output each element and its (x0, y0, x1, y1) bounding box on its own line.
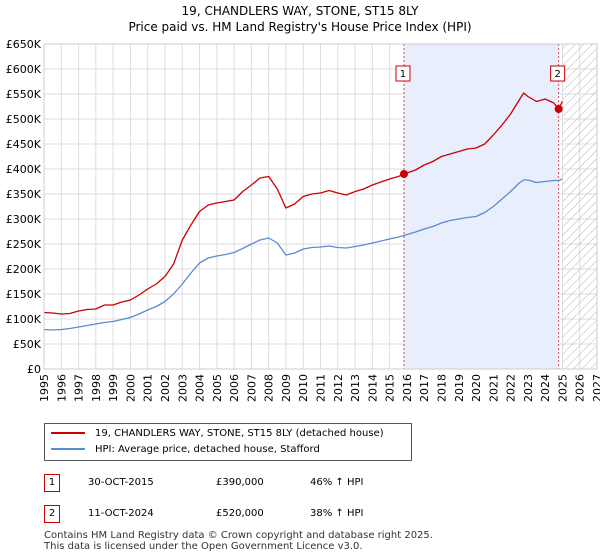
y-tick-label: £250K (6, 238, 42, 251)
y-tick-label: £550K (6, 88, 42, 101)
x-tick-label: 2015 (384, 374, 397, 402)
x-tick-label: 1997 (73, 374, 86, 402)
sale-badge-label-1: 1 (400, 69, 406, 80)
x-tick-label: 1998 (90, 374, 103, 402)
legend-label-hpi: HPI: Average price, detached house, Staf… (95, 444, 320, 455)
y-tick-label: £300K (6, 213, 42, 226)
x-tick-label: 2005 (211, 374, 224, 402)
x-tick-label: 2018 (435, 374, 448, 402)
transaction-hpi-2: 38% ↑ HPI (310, 508, 364, 519)
transaction-badge-2: 2 (44, 505, 60, 523)
price-chart: £0 £50K £100K £150K £200K £250K £300K £350K £400… (6, 38, 600, 402)
x-tick-label: 2013 (349, 374, 362, 402)
legend-swatch-hpi (51, 448, 85, 450)
x-tick-label: 2006 (228, 374, 241, 402)
x-tick-label: 2019 (453, 374, 466, 402)
x-tick-label: 2022 (505, 374, 518, 402)
plot-frame (43, 43, 598, 370)
legend-item-hpi: HPI: Average price, detached house, Staf… (51, 442, 320, 458)
y-tick-label: £350K (6, 188, 42, 201)
sale-badge-2 (550, 65, 566, 82)
y-tick-label: £200K (6, 263, 42, 276)
x-tick-label: 2003 (176, 374, 189, 402)
x-tick-label: 2023 (522, 374, 535, 402)
transaction-badge-1: 1 (44, 474, 60, 492)
shaded-period (403, 44, 559, 369)
x-tick-label: 1995 (38, 374, 51, 402)
x-tick-label: 2017 (418, 374, 431, 402)
sale-point-1 (399, 170, 408, 178)
x-tick-label: 2012 (332, 374, 345, 402)
series-line-hpi (43, 178, 563, 331)
legend-item-property: 19, CHANDLERS WAY, STONE, ST15 8LY (deta… (51, 426, 384, 442)
y-tick-label: £150K (6, 288, 42, 301)
x-tick-label: 1999 (107, 374, 120, 402)
chart-title: 19, CHANDLERS WAY, STONE, ST15 8LY (181, 4, 419, 18)
sale-badge-label-2: 2 (554, 69, 560, 80)
legend-swatch-property (51, 432, 85, 434)
sale-badge-1 (395, 65, 411, 82)
shaded-region (403, 44, 597, 369)
legend-label-property: 19, CHANDLERS WAY, STONE, ST15 8LY (deta… (95, 428, 384, 439)
x-tick-label: 2021 (487, 374, 500, 402)
x-tick-label: 1996 (55, 374, 68, 402)
x-tick-label: 2009 (280, 374, 293, 402)
footer-copyright: Contains HM Land Registry data © Crown c… (44, 530, 433, 541)
x-tick-label: 2004 (194, 374, 207, 402)
x-tick-label: 2008 (263, 374, 276, 402)
y-tick-label: £600K (6, 63, 42, 76)
y-tick-label: £650K (6, 38, 42, 51)
transaction-hpi-1: 46% ↑ HPI (310, 477, 364, 488)
y-tick-label: £0 (27, 363, 41, 376)
x-tick-label: 2025 (556, 374, 569, 402)
x-tick-label: 2027 (591, 374, 600, 402)
x-tick-label: 2010 (297, 374, 310, 402)
chart-subtitle: Price paid vs. HM Land Registry's House … (128, 20, 472, 34)
axes: £0 £50K £100K £150K £200K £250K £300K £350K £400… (6, 38, 600, 402)
footer-license: This data is licensed under the Open Gov… (44, 541, 363, 552)
forecast-hatch (562, 44, 597, 369)
sale-point-2 (554, 105, 563, 113)
y-tick-label: £500K (6, 113, 42, 126)
y-tick-label: £100K (6, 313, 42, 326)
transaction-date-1: 30-OCT-2015 (88, 477, 154, 488)
x-tick-label: 2020 (470, 374, 483, 402)
transaction-price-2: £520,000 (216, 508, 264, 519)
series-line-property (43, 92, 563, 315)
x-tick-label: 2002 (159, 374, 172, 402)
x-tick-label: 2016 (401, 374, 414, 402)
x-tick-label: 2001 (142, 374, 155, 402)
y-tick-label: £400K (6, 163, 42, 176)
transaction-date-2: 11-OCT-2024 (88, 508, 154, 519)
y-tick-label: £50K (13, 338, 42, 351)
x-tick-label: 2026 (574, 374, 587, 402)
x-tick-label: 2000 (124, 374, 137, 402)
y-tick-label: £450K (6, 138, 42, 151)
x-tick-label: 2024 (539, 374, 552, 402)
series-lines (43, 92, 563, 331)
x-tick-label: 2007 (245, 374, 258, 402)
transaction-price-1: £390,000 (216, 477, 264, 488)
x-tick-label: 2014 (366, 374, 379, 402)
legend: 19, CHANDLERS WAY, STONE, ST15 8LY (deta… (44, 423, 412, 461)
x-tick-label: 2011 (315, 374, 328, 402)
